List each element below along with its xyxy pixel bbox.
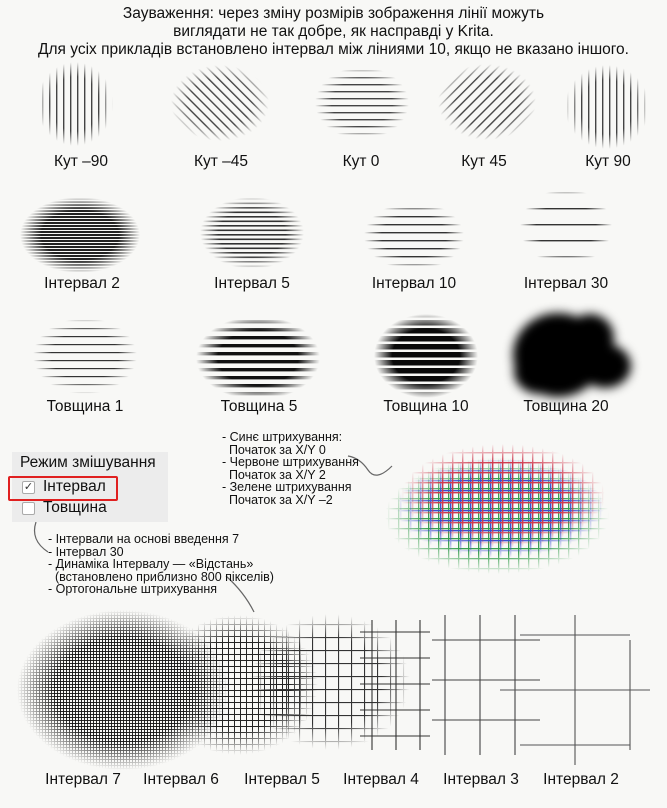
- color-annotation-line: - Червоне штрихування: [222, 455, 359, 469]
- bottom-annotation-line: - Ортогональне штрихування: [48, 582, 218, 596]
- label-angle-0: Кут 0: [342, 153, 380, 170]
- option-spacing[interactable]: ✓ Інтервал: [20, 477, 160, 497]
- grid-spacing-2: [500, 615, 650, 765]
- note-text: Зауваження: через зміну розмірів зображе…: [0, 5, 667, 59]
- note-line-2: виглядати не так добре, як насправді у K…: [173, 23, 494, 40]
- label-spacing-30: Інтервал 30: [523, 275, 609, 292]
- grid-spacing-5: [250, 614, 410, 750]
- option-thickness[interactable]: Товщина: [20, 498, 160, 518]
- label-thickness-20: Товщина 20: [523, 398, 609, 415]
- blend-mode-title: Режим змішування: [20, 454, 156, 471]
- pointer-line-bottom: [225, 575, 255, 613]
- label-thickness-1: Товщина 1: [46, 398, 124, 415]
- hatch-spacing-30: [520, 189, 612, 265]
- color-annotation-line: - Зелене штрихування: [222, 480, 352, 494]
- label-spacing-5: Інтервал 5: [214, 275, 290, 292]
- hatch-spacing-5: [200, 197, 304, 269]
- hatch-angle-90: [565, 65, 649, 149]
- hatch-spacing-10: [364, 202, 464, 270]
- hatch-thickness-1: [33, 318, 137, 394]
- blend-mode-panel: Режим змішування ✓ Інтервал Товщина: [12, 452, 168, 522]
- highlight-box: [8, 476, 118, 501]
- checkbox-spacing[interactable]: ✓: [22, 481, 35, 494]
- color-annotation-line: Початок за X/Y –2: [222, 492, 333, 507]
- hatch-angle-minus45: [171, 65, 269, 141]
- hatch-angle-45: [438, 64, 536, 140]
- hatch-angle-minus90: [37, 62, 113, 146]
- bottom-annotation-line: - Інтервал 30: [48, 544, 124, 559]
- grid-spacing-3: [432, 615, 540, 755]
- label-thickness-10: Товщина 10: [383, 398, 469, 415]
- color-annotation-line: Початок за X/Y 0: [222, 442, 326, 457]
- hatch-angle-0: [315, 67, 409, 139]
- color-hatching: [385, 444, 609, 574]
- label-angle-minus90: Кут –90: [53, 153, 109, 170]
- note-line-3: Для усіх прикладів встановлено інтервал …: [38, 41, 629, 58]
- label-grid-3: Інтервал 3: [443, 771, 519, 788]
- hatch-thickness-10: [374, 314, 478, 398]
- label-angle-45: Кут 45: [461, 153, 507, 170]
- label-spacing-10: Інтервал 10: [371, 275, 457, 292]
- thickness-row: [33, 313, 631, 400]
- label-grid-5: Інтервал 5: [244, 771, 320, 788]
- spacing-row: [20, 189, 612, 273]
- color-annotation: - Синє штрихування: Початок за X/Y 0- Че…: [222, 431, 359, 506]
- label-angle-90: Кут 90: [585, 153, 631, 170]
- color-annotation-line: Початок за X/Y 2: [222, 467, 326, 482]
- option-spacing-label: Інтервал: [43, 478, 106, 495]
- color-annotation-line: - Синє штрихування:: [222, 430, 343, 444]
- hatch-thickness-20: [513, 313, 631, 397]
- grid-spacing-4: [360, 620, 430, 750]
- angle-row: [37, 62, 649, 149]
- bottom-annotation-line: - Інтервали на основі введення 7: [48, 532, 240, 546]
- note-line-1: Зауваження: через зміну розмірів зображе…: [122, 5, 545, 22]
- label-angle-minus45: Кут –45: [193, 153, 249, 170]
- label-grid-2: Інтервал 2: [543, 771, 619, 788]
- bottom-annotation: - Інтервали на основі введення 7- Інтерв…: [48, 533, 274, 596]
- label-grid-6: Інтервал 6: [143, 771, 219, 788]
- label-spacing-2: Інтервал 2: [44, 275, 120, 292]
- bottom-annotation-line: - Динаміка Інтервалу — «Відстань»: [48, 557, 254, 571]
- pointer-line-panel: [33, 521, 49, 553]
- pointer-line-color: [347, 455, 393, 476]
- hatch-thickness-5: [196, 316, 320, 400]
- distance-grids: [17, 610, 650, 770]
- label-thickness-5: Товщина 5: [220, 398, 298, 415]
- hatch-spacing-2: [20, 197, 140, 273]
- label-grid-4: Інтервал 4: [343, 771, 419, 788]
- checkbox-thickness[interactable]: [22, 502, 35, 515]
- option-thickness-label: Товщина: [43, 499, 107, 516]
- label-grid-7: Інтервал 7: [45, 771, 121, 788]
- bottom-annotation-line: (встановлено приблизно 800 пікселів): [48, 569, 274, 584]
